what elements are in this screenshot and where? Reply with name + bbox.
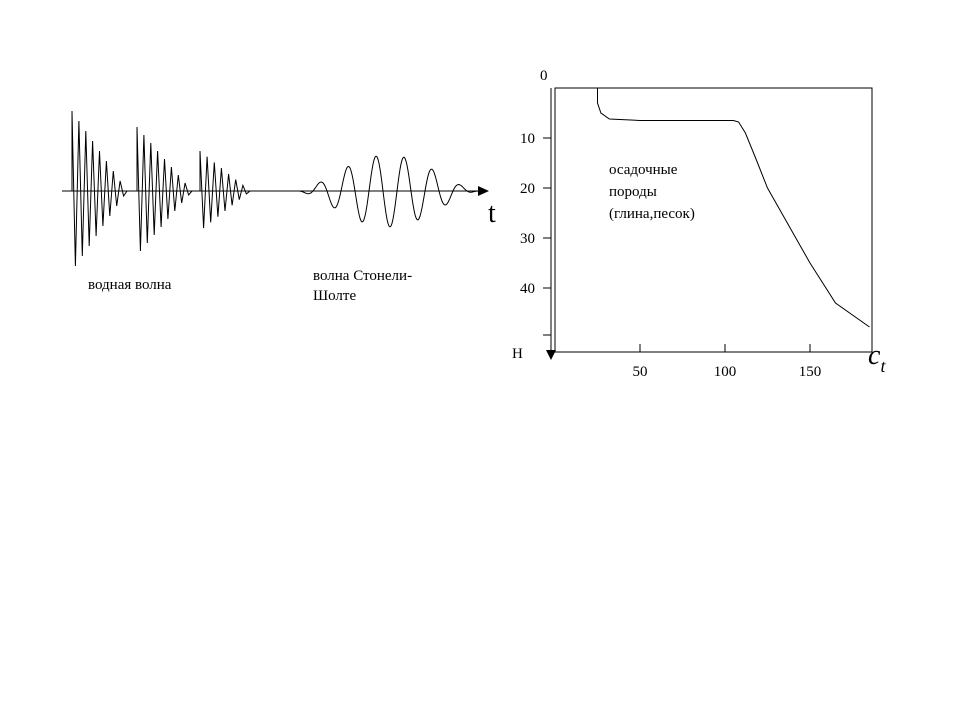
velocity-axis-label: ct bbox=[868, 340, 886, 376]
velocity-profile-curve bbox=[597, 88, 870, 328]
sediment-annotation-line1: осадочные bbox=[609, 162, 678, 178]
velocity-ticks: 50 100 150 bbox=[633, 344, 822, 380]
depth-tick-label: 20 bbox=[520, 181, 535, 197]
water-wave-packets bbox=[71, 110, 254, 267]
sediment-annotation-line3: (глина,песок) bbox=[609, 206, 695, 222]
velocity-axis-label-subscript: t bbox=[880, 356, 886, 376]
time-axis-arrow bbox=[478, 186, 489, 196]
velocity-tick-label: 100 bbox=[714, 364, 737, 380]
depth-axis-label: H bbox=[512, 346, 523, 362]
depth-axis-arrow bbox=[546, 350, 556, 360]
velocity-axis-label-main: c bbox=[868, 340, 881, 371]
water-wave-packet-2 bbox=[136, 126, 196, 252]
stoneley-wave-trace bbox=[297, 155, 479, 228]
depth-tick-label: 0 bbox=[540, 68, 548, 84]
water-wave-packet-1 bbox=[71, 110, 131, 267]
water-wave-packet-3 bbox=[199, 150, 254, 229]
depth-tick-label: 30 bbox=[520, 231, 535, 247]
depth-tick-label: 40 bbox=[520, 281, 535, 297]
depth-ticks: 0 10 20 30 40 bbox=[520, 68, 551, 297]
velocity-tick-label: 150 bbox=[799, 364, 822, 380]
stoneley-wave-label-line2: Шолте bbox=[313, 288, 356, 304]
velocity-profile-chart: H 0 10 20 30 40 50 100 150 ct осадочные породы… bbox=[512, 68, 886, 380]
velocity-tick-label: 50 bbox=[633, 364, 648, 380]
sediment-annotation-line2: породы bbox=[609, 184, 657, 200]
plot-frame bbox=[554, 87, 873, 353]
wave-figure: t водная волна волна Стонели- Шолте bbox=[62, 110, 496, 304]
depth-tick-label: 10 bbox=[520, 131, 535, 147]
water-wave-label: водная волна bbox=[88, 277, 172, 293]
stoneley-wave-label-line1: волна Стонели- bbox=[313, 268, 412, 284]
time-axis-label: t bbox=[488, 198, 496, 229]
